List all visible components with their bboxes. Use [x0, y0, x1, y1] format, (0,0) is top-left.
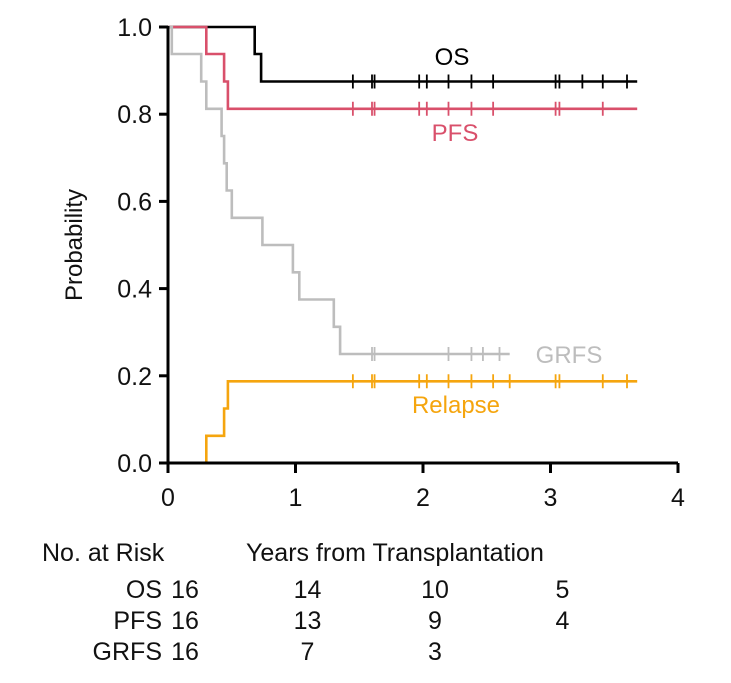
risk-count: 3 [428, 638, 442, 666]
risk-count: 13 [293, 607, 322, 635]
series-labels: OS PFS GRFS Relapse [412, 44, 602, 419]
risk-row-label: PFS [113, 607, 162, 635]
x-tick-label: 2 [416, 484, 430, 512]
risk-count: 9 [428, 607, 442, 635]
risk-row-label: OS [125, 576, 162, 604]
relapse-series-label: Relapse [412, 392, 500, 419]
grfs-curve [168, 25, 510, 356]
y-tick-label: 0.6 [117, 188, 152, 216]
x-axis-label: Years from Transplantation [246, 539, 544, 567]
y-tick-label: 0.0 [117, 450, 152, 478]
y-tick-label: 0.8 [117, 101, 152, 129]
y-tick-label: 0.2 [117, 363, 152, 391]
x-tick-label: 3 [544, 484, 558, 512]
risk-row-label: GRFS [92, 638, 162, 666]
pfs-curve [168, 25, 638, 111]
risk-count: 14 [293, 576, 322, 604]
relapse-curve [168, 380, 638, 465]
x-tick-label: 4 [671, 484, 685, 512]
x-tick-label: 1 [289, 484, 303, 512]
os-curve [168, 25, 638, 83]
x-tick-label: 0 [161, 484, 175, 512]
risk-count: 16 [171, 607, 199, 635]
os-series-label: OS [435, 44, 470, 71]
grfs-series-label: GRFS [536, 342, 603, 369]
risk-count: 5 [555, 576, 570, 604]
y-axis-label: Probability [61, 189, 88, 301]
survival-curves [168, 25, 638, 465]
risk-count: 16 [171, 576, 199, 604]
y-tick-label: 0.4 [117, 276, 152, 304]
chart-axes: 0.0 0.2 0.4 0.6 0.8 1.0 0 1 2 3 4 [117, 14, 685, 512]
risk-count: 10 [421, 576, 449, 604]
y-tick-label: 1.0 [117, 14, 152, 42]
risk-count: 4 [555, 607, 570, 635]
risk-count: 16 [171, 638, 199, 666]
risk-table-title: No. at Risk [42, 539, 165, 567]
risk-count: 7 [300, 638, 315, 666]
pfs-series-label: PFS [432, 120, 479, 147]
